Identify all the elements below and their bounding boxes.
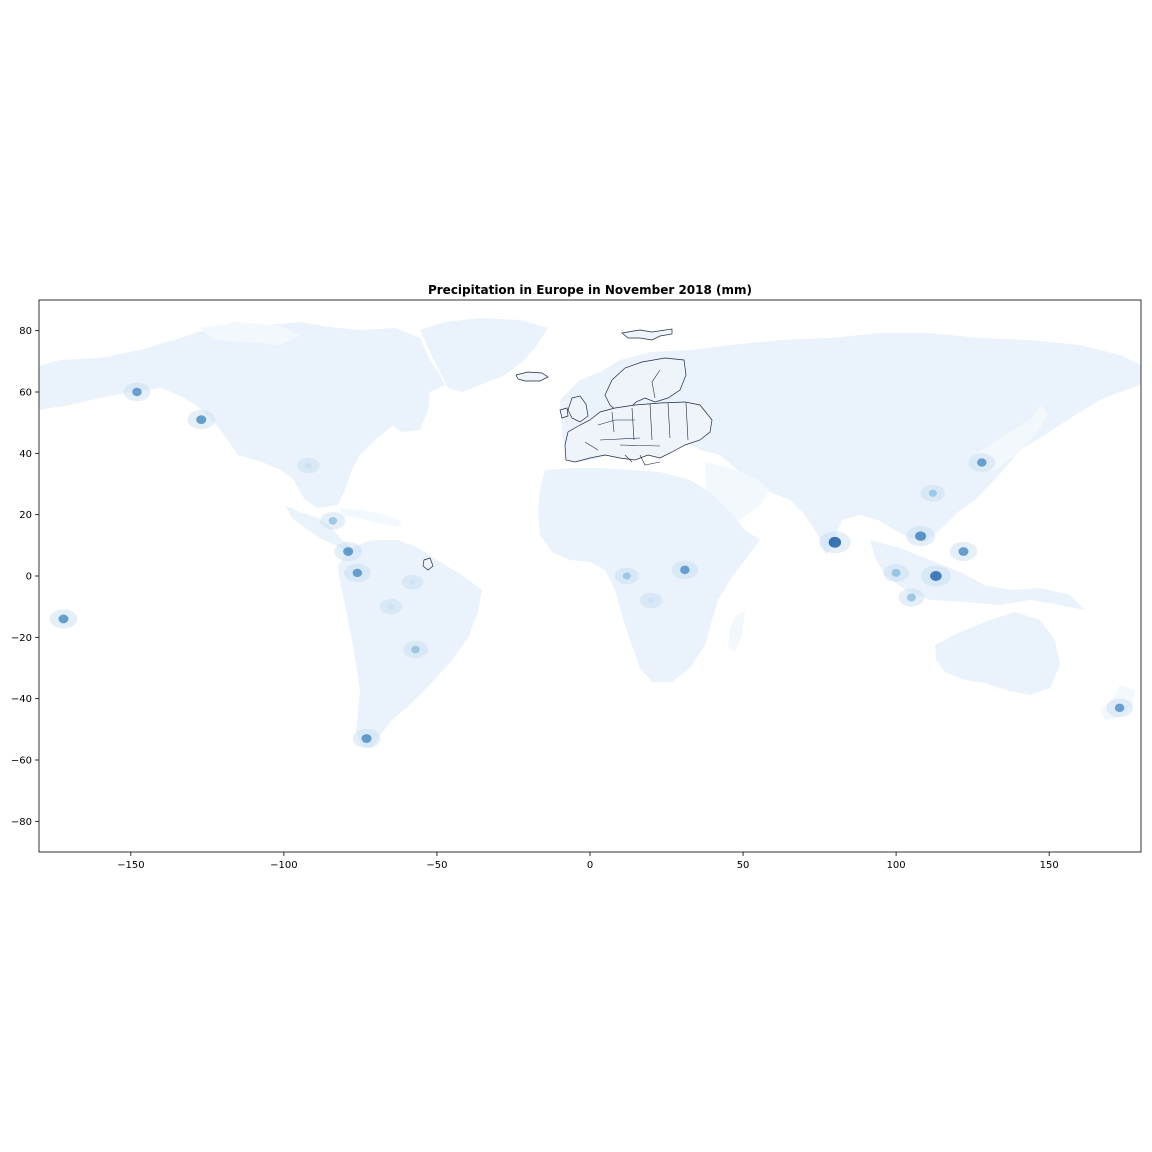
x-tick-label: 0 — [587, 860, 593, 871]
landmass-australia — [935, 612, 1060, 695]
precip-hotspot — [647, 597, 655, 604]
y-tick-label: 60 — [19, 388, 32, 399]
europe-outline — [559, 357, 713, 466]
y-tick-label: −80 — [11, 817, 32, 828]
precip-hotspot-halo — [401, 574, 424, 590]
precip-hotspot — [196, 415, 207, 424]
landmass-central-america — [285, 505, 352, 552]
land-masses — [39, 318, 1141, 748]
landmass-caribbean — [340, 508, 402, 527]
y-tick-label: −20 — [11, 633, 32, 644]
y-tick-label: 80 — [19, 326, 32, 337]
europe-internal-borders — [584, 369, 689, 466]
y-tick-label: 20 — [19, 510, 32, 521]
precip-hotspot — [915, 531, 927, 541]
landmass-svalbard — [621, 328, 673, 341]
precip-hotspot — [891, 568, 901, 577]
landmass-japan-korea — [975, 405, 1048, 470]
precip-hotspot — [343, 547, 354, 556]
x-tick-label: −150 — [117, 860, 144, 871]
europe-uk-ireland — [559, 395, 589, 423]
x-tick-label: 100 — [887, 860, 906, 871]
precip-hotspot — [1114, 703, 1125, 713]
x-axis: −150 −100 −50 0 50 100 150 — [117, 852, 1059, 871]
x-tick-label: 150 — [1040, 860, 1059, 871]
precip-hotspot — [977, 458, 987, 467]
x-tick-label: −100 — [270, 860, 297, 871]
precipitation-hotspots — [49, 382, 1133, 749]
x-tick-label: −50 — [426, 860, 447, 871]
precip-hotspot — [411, 645, 420, 654]
chart-title: Precipitation in Europe in November 2018… — [428, 283, 752, 297]
landmass-southeast-asia — [870, 540, 1085, 610]
precip-hotspot — [680, 565, 690, 575]
landmass-arctic-islands — [200, 322, 300, 345]
landmass-madagascar — [728, 612, 745, 652]
europe-mainland — [564, 401, 713, 463]
precip-hotspot — [622, 572, 631, 580]
y-tick-label: −40 — [11, 694, 32, 705]
y-tick-label: 0 — [26, 572, 32, 583]
landmass-north-america — [39, 322, 445, 508]
precip-hotspot — [930, 571, 942, 581]
precip-hotspot — [328, 517, 338, 525]
landmass-french-guiana — [422, 557, 434, 571]
precip-hotspot — [409, 579, 416, 586]
precipitation-map — [39, 318, 1141, 749]
precip-hotspot — [58, 614, 69, 624]
landmass-new-zealand — [1100, 685, 1135, 720]
precip-hotspot — [828, 536, 842, 548]
landmass-south-america — [338, 540, 482, 748]
y-tick-label: −60 — [11, 756, 32, 767]
precip-hotspot — [387, 603, 395, 610]
precip-hotspot — [132, 387, 142, 397]
y-axis: 80 60 40 20 0 −20 −40 −60 −80 — [11, 326, 39, 828]
precip-hotspot — [928, 489, 937, 497]
precip-hotspot — [958, 547, 969, 556]
precip-hotspot — [352, 568, 363, 578]
precip-hotspot — [361, 734, 372, 743]
precip-hotspot — [304, 462, 312, 469]
y-tick-label: 40 — [19, 449, 32, 460]
landmass-eurasia — [560, 333, 1141, 555]
landmass-greenland — [420, 318, 548, 392]
landmass-africa — [538, 468, 760, 682]
landmass-iceland — [515, 371, 549, 382]
x-tick-label: 50 — [737, 860, 750, 871]
precip-hotspot — [906, 593, 916, 602]
